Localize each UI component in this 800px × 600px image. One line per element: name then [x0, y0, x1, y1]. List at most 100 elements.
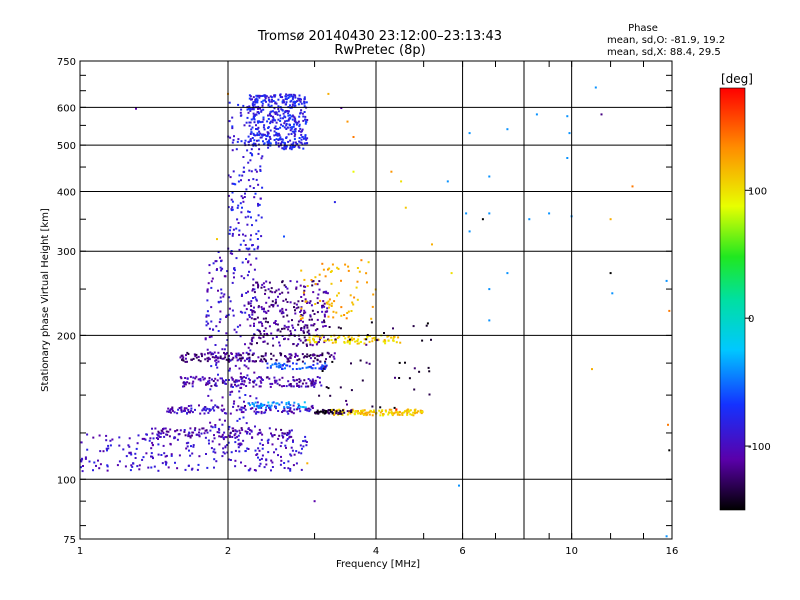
- echo-point: [243, 277, 246, 280]
- echo-point: [291, 324, 294, 327]
- echo-point: [347, 310, 350, 313]
- echo-point: [243, 379, 246, 382]
- echo-point: [267, 288, 270, 291]
- echo-point: [314, 329, 317, 332]
- echo-point: [300, 314, 303, 316]
- echo-point: [319, 360, 322, 363]
- x-tick-label: 1: [77, 546, 83, 557]
- echo-point: [270, 332, 273, 335]
- echo-point: [272, 304, 275, 306]
- echo-point: [305, 366, 308, 369]
- echo-point: [276, 323, 279, 326]
- echo-point: [224, 436, 227, 439]
- echo-point: [325, 358, 327, 361]
- echo-point: [387, 411, 390, 414]
- echo-point: [303, 312, 305, 315]
- echo-point: [270, 469, 272, 472]
- echo-point: [257, 286, 259, 289]
- echo-point: [301, 128, 304, 131]
- echo-point: [401, 411, 404, 414]
- echo-point: [210, 385, 213, 388]
- echo-point: [183, 430, 186, 433]
- echo-point: [267, 296, 270, 299]
- echo-point: [231, 141, 234, 144]
- echo-point: [331, 408, 334, 411]
- echo-point: [324, 360, 327, 363]
- echo-point: [252, 108, 255, 111]
- echo-point: [236, 140, 239, 143]
- echo-point: [208, 336, 211, 339]
- echo-point: [105, 447, 108, 450]
- echo-point: [282, 436, 284, 439]
- echo-point: [351, 408, 354, 411]
- echo-point: [223, 348, 226, 351]
- echo-point: [365, 361, 368, 364]
- echo-point: [379, 411, 382, 414]
- echo-point: [271, 121, 274, 124]
- echo-point: [213, 458, 216, 461]
- echo-point: [167, 407, 170, 410]
- echo-point: [314, 367, 317, 370]
- echo-point: [270, 303, 273, 306]
- echo-point: [337, 292, 340, 295]
- echo-point: [255, 219, 258, 222]
- echo-point: [251, 98, 253, 101]
- echo-point: [404, 206, 407, 209]
- echo-point: [106, 469, 109, 472]
- echo-point: [218, 431, 221, 434]
- echo-point: [337, 267, 340, 270]
- echo-point: [300, 306, 303, 309]
- echo-point: [211, 426, 214, 429]
- echo-point: [252, 336, 255, 339]
- echo-point: [258, 148, 261, 151]
- echo-point: [219, 300, 222, 303]
- echo-point: [306, 355, 308, 358]
- echo-point: [203, 412, 206, 415]
- echo-point: [254, 113, 257, 116]
- echo-point: [210, 425, 213, 428]
- echo-point: [162, 444, 165, 447]
- echo-point: [221, 377, 223, 380]
- echo-point: [228, 296, 231, 299]
- echo-point: [271, 461, 274, 464]
- echo-point: [311, 318, 313, 321]
- echo-point: [289, 383, 292, 385]
- echo-point: [301, 143, 304, 146]
- echo-point: [223, 380, 226, 383]
- echo-point: [250, 343, 253, 346]
- echo-point: [316, 318, 319, 321]
- echo-point: [295, 303, 298, 306]
- echo-point: [208, 358, 211, 361]
- echo-point: [180, 354, 183, 357]
- echo-point: [285, 439, 288, 442]
- echo-point: [187, 410, 190, 413]
- echo-point: [292, 464, 295, 467]
- echo-point: [203, 353, 206, 356]
- echo-point: [255, 383, 258, 386]
- echo-point: [294, 355, 296, 358]
- echo-point: [263, 403, 266, 406]
- echo-point: [231, 390, 234, 393]
- echo-point: [327, 387, 330, 390]
- echo-point: [287, 118, 290, 121]
- echo-point: [342, 335, 345, 337]
- echo-point: [212, 262, 215, 265]
- echo-point: [226, 270, 229, 273]
- echo-point: [248, 211, 251, 213]
- echo-point: [364, 412, 367, 415]
- echo-point: [192, 357, 195, 360]
- echo-point: [287, 401, 290, 404]
- echo-point: [285, 326, 288, 329]
- echo-point: [261, 454, 264, 457]
- echo-point: [238, 367, 241, 370]
- echo-point: [150, 452, 153, 455]
- echo-point: [276, 113, 279, 116]
- echo-point: [358, 411, 361, 414]
- echo-point: [287, 338, 290, 341]
- echo-point: [289, 469, 292, 472]
- echo-point: [347, 265, 350, 268]
- echo-point: [301, 300, 304, 302]
- echo-point: [292, 125, 295, 128]
- echo-point: [274, 302, 277, 305]
- echo-point: [219, 355, 222, 358]
